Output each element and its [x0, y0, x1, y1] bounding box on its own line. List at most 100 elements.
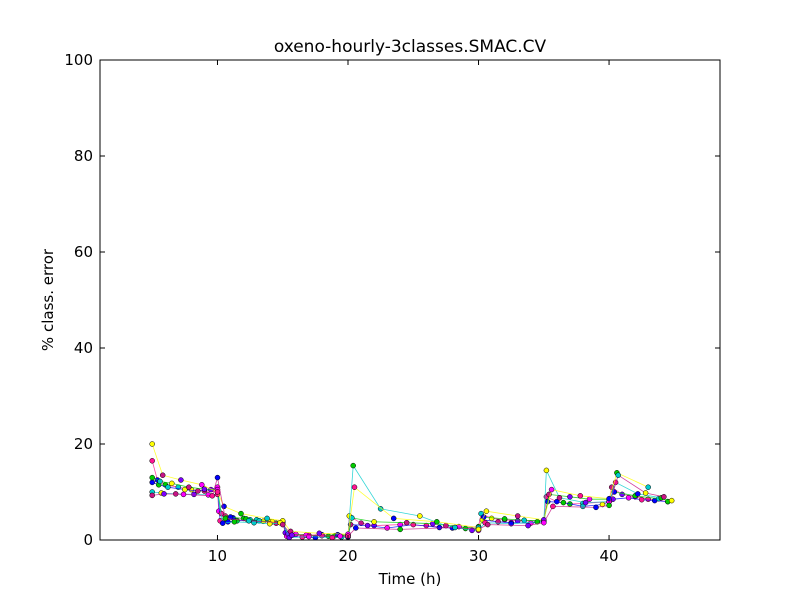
data-point [615, 472, 621, 478]
data-point [351, 484, 358, 490]
data-point [337, 533, 343, 539]
data-point [543, 467, 550, 474]
data-point [161, 491, 167, 497]
series-1 [149, 458, 671, 539]
data-point [390, 515, 397, 522]
data-point [635, 491, 641, 497]
y-tick-label: 40 [74, 339, 93, 357]
x-tick-label: 20 [338, 547, 357, 565]
data-point [525, 522, 531, 529]
data-point [452, 524, 458, 531]
y-tick-label: 60 [74, 243, 93, 261]
series-6 [149, 472, 667, 539]
ticks-layer: 10 20 30 40 0 20 40 60 80 100 [64, 51, 720, 565]
series-line [152, 464, 662, 539]
y-tick-label: 0 [83, 531, 93, 549]
data-point [222, 515, 229, 522]
data-point [550, 503, 556, 510]
data-point [436, 524, 443, 531]
data-point [289, 532, 295, 538]
data-point [231, 519, 238, 525]
data-point [417, 513, 423, 519]
y-tick-label: 20 [74, 435, 93, 453]
series-layer [149, 441, 675, 541]
data-point [556, 495, 563, 501]
data-point [238, 510, 244, 517]
data-point [483, 508, 490, 514]
data-point [364, 522, 371, 529]
data-point [645, 484, 651, 490]
x-tick-label: 30 [469, 547, 488, 565]
x-tick-label: 40 [600, 547, 619, 565]
data-point [377, 506, 384, 512]
data-point [209, 493, 216, 499]
data-point [434, 519, 440, 525]
data-point [199, 482, 205, 488]
y-tick-label: 80 [74, 147, 93, 165]
data-point [178, 477, 184, 483]
data-point [548, 486, 555, 493]
data-point [165, 484, 171, 490]
data-point [554, 498, 560, 505]
data-point [403, 519, 410, 526]
data-point [214, 474, 221, 481]
data-point [484, 521, 491, 528]
data-point [582, 499, 589, 506]
data-point [475, 526, 482, 533]
data-point [577, 493, 584, 499]
data-point [488, 515, 495, 522]
data-point [514, 513, 521, 519]
x-tick-label: 10 [208, 547, 227, 565]
data-point [580, 503, 586, 510]
data-point [567, 494, 573, 500]
data-point [642, 490, 649, 496]
data-point [221, 503, 227, 510]
data-point [397, 526, 403, 533]
data-point [521, 517, 527, 524]
data-point [661, 494, 667, 500]
data-point [353, 525, 359, 531]
data-point [371, 519, 377, 525]
data-point [384, 525, 390, 531]
data-point [668, 497, 675, 504]
series-5 [149, 441, 651, 537]
chart-title: oxeno-hourly-3classes.SMAC.CV [274, 37, 547, 57]
data-point [625, 495, 632, 501]
data-point [149, 441, 155, 447]
data-point [157, 478, 163, 485]
data-point [306, 533, 312, 540]
data-point [219, 520, 226, 526]
data-point [619, 491, 625, 498]
data-point [149, 492, 155, 499]
series-4 [149, 462, 665, 541]
data-point [246, 518, 252, 524]
data-point [149, 458, 155, 464]
data-point [186, 484, 192, 490]
data-point [180, 491, 187, 498]
y-tick-label: 100 [64, 51, 93, 69]
data-point [149, 474, 155, 481]
data-point [214, 489, 221, 495]
data-point [541, 519, 547, 526]
data-point [159, 472, 166, 478]
data-point [149, 479, 155, 486]
data-point [279, 521, 286, 528]
data-point [350, 462, 356, 469]
data-point [191, 491, 197, 498]
data-point [358, 520, 364, 526]
data-point [560, 499, 567, 506]
data-point [443, 522, 449, 529]
data-point [227, 514, 234, 520]
y-axis-label: % class. error [39, 248, 57, 351]
data-point [169, 480, 175, 487]
plot-frame [99, 59, 721, 541]
data-point [201, 486, 208, 492]
series-line [151, 443, 649, 535]
data-point [501, 516, 508, 522]
data-point [593, 504, 599, 511]
data-point [638, 496, 645, 503]
data-point [264, 515, 270, 522]
data-point [606, 502, 612, 509]
series-2 [149, 479, 671, 541]
